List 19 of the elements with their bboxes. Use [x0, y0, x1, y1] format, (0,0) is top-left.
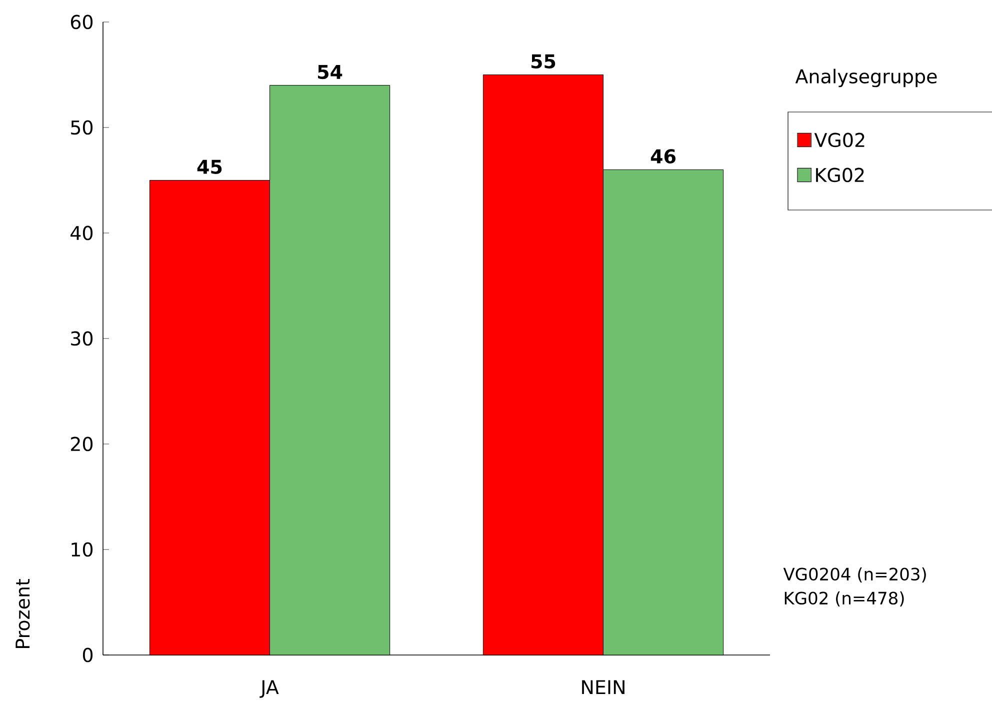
y-tick-label: 30 [71, 331, 93, 346]
text: KG02 (n=478) [784, 591, 904, 607]
data-label: 45 [197, 160, 222, 174]
legend-label: KG02 [816, 168, 864, 182]
y-tick-label: 0 [82, 648, 93, 662]
y-tick-label: 60 [70, 14, 93, 30]
x-tick-label: NEIN [582, 680, 624, 694]
y-tick-label: 20 [71, 436, 93, 452]
data-label: 54 [318, 64, 342, 80]
y-tick-label: 40 [70, 226, 93, 240]
y-tick-label: 10 [72, 542, 93, 557]
y-tick-label: 50 [71, 120, 93, 135]
x-tick-label: JA [260, 680, 279, 698]
legend-label: VG02 [814, 132, 864, 148]
y-axis-title: Prozent [16, 578, 30, 648]
text: VG0204 (n=203) [783, 567, 926, 583]
legend-title: Analysegruppe [795, 68, 937, 88]
data-label: 46 [650, 149, 676, 164]
data-label: 55 [531, 54, 556, 69]
